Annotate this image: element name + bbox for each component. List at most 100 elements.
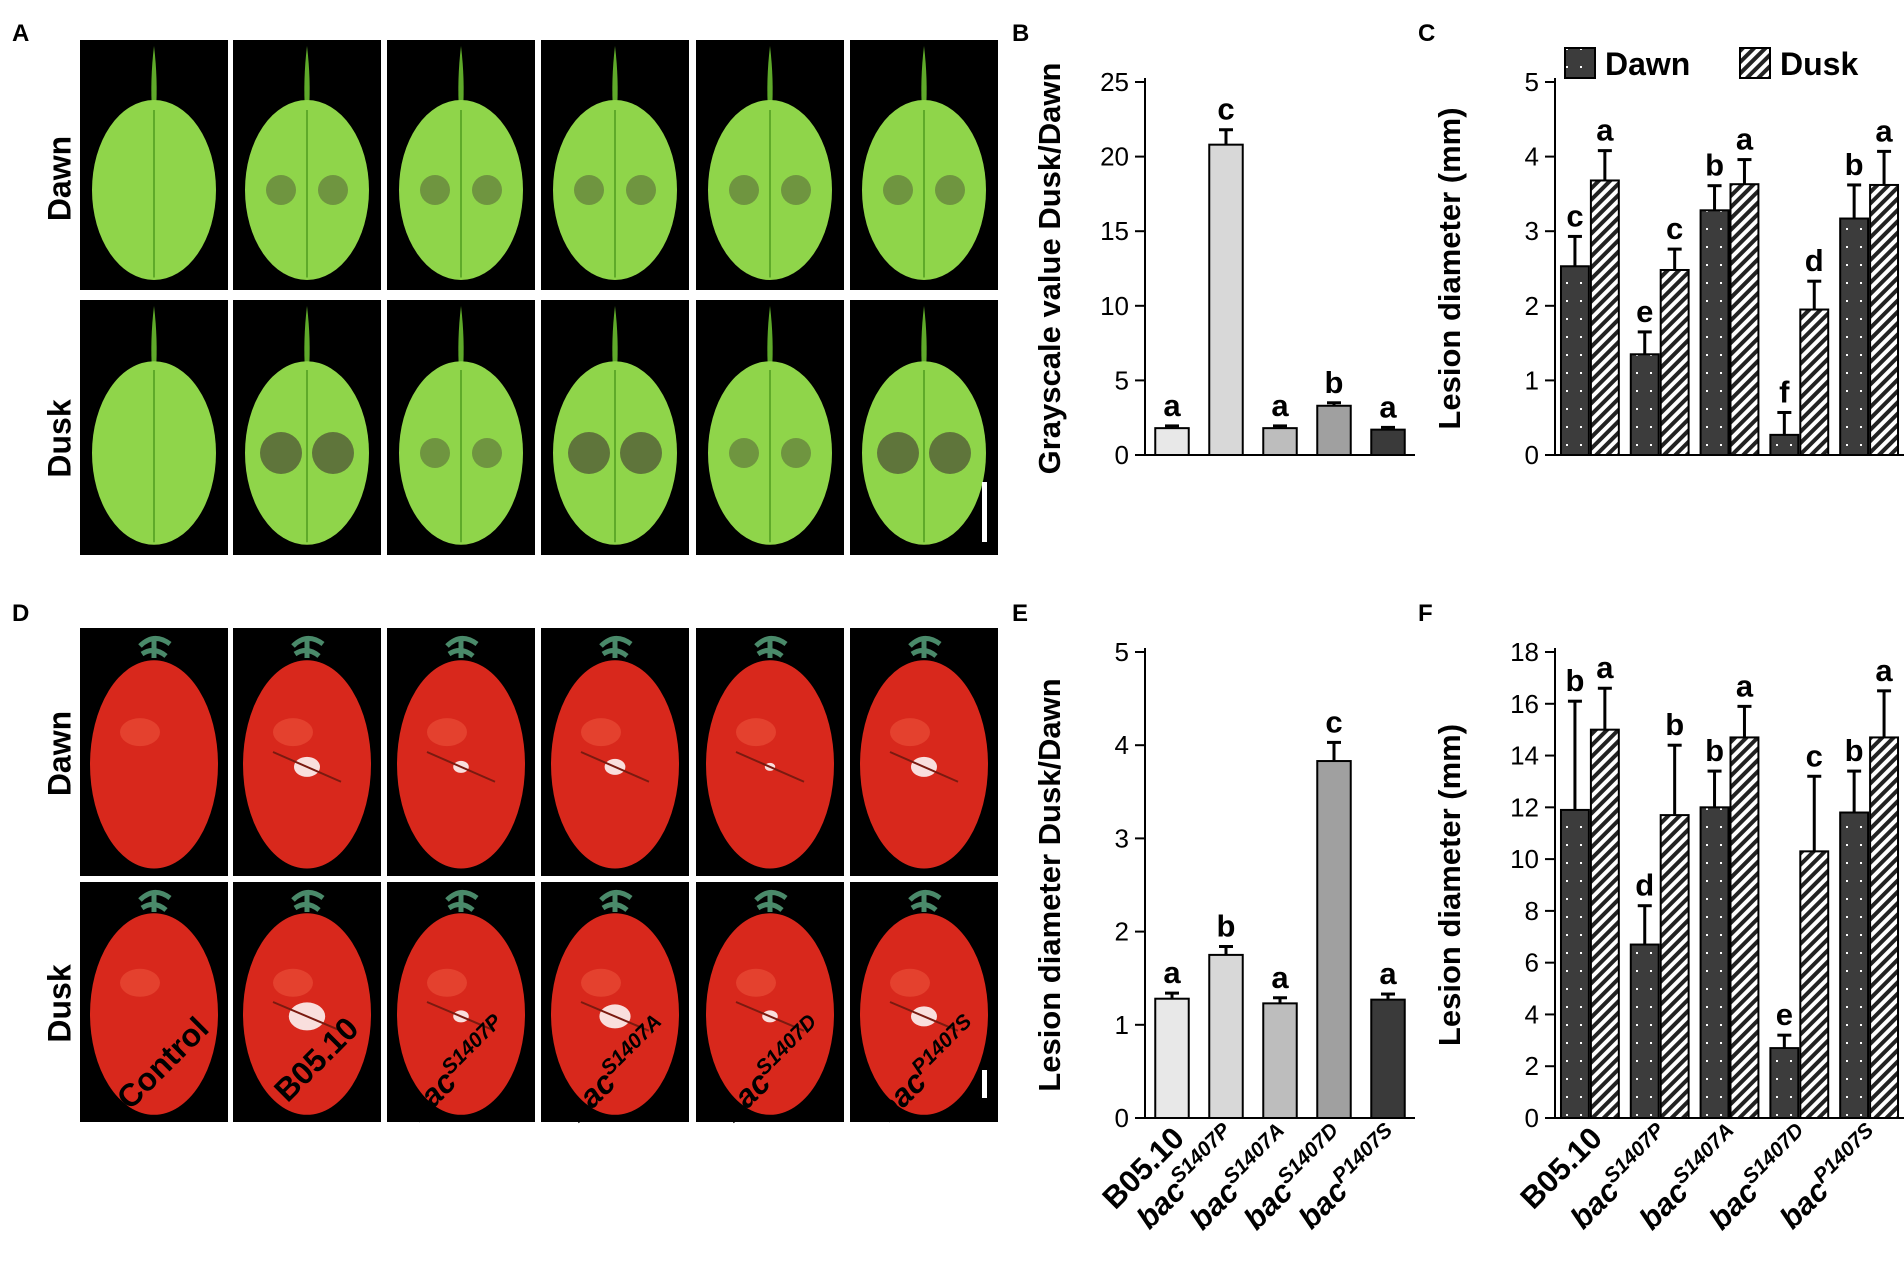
bar-1-letter: b xyxy=(1217,909,1236,944)
bar-0-bar xyxy=(1154,427,1190,457)
scale-bar xyxy=(982,482,987,542)
series-1-4-letter: a xyxy=(1875,653,1893,688)
x-tick-label: bacP1407S xyxy=(1290,1119,1407,1236)
y-tick-label: 0 xyxy=(1115,1103,1129,1133)
row-label-dawn-fruit: Dawn xyxy=(41,710,78,797)
fruit-photo-dusk-5 xyxy=(850,882,998,1122)
bar-0-letter: a xyxy=(1163,388,1181,423)
y-tick-label: 16 xyxy=(1510,689,1539,719)
leaf-photo-dawn-0 xyxy=(80,40,228,290)
series-1-1-letter: b xyxy=(1665,707,1684,742)
bar-0-bar xyxy=(1154,997,1190,1120)
series-0-4-bar xyxy=(1839,217,1870,456)
bar-2-bar xyxy=(1262,1002,1298,1120)
series-1-2-bar xyxy=(1729,736,1760,1120)
series-1-2-letter: a xyxy=(1736,122,1754,157)
y-tick-label: 25 xyxy=(1100,67,1129,97)
y-tick-label: 2 xyxy=(1525,291,1539,321)
y-axis-label: Lesion diameter (mm) xyxy=(1432,724,1467,1046)
bar-0-letter: a xyxy=(1163,955,1181,990)
fruit-photo-dawn-5 xyxy=(850,628,998,876)
fruit-photo-dusk-1 xyxy=(233,882,381,1122)
series-0-3-bar xyxy=(1769,1047,1800,1120)
legend-label-dawn: Dawn xyxy=(1605,46,1690,82)
fruit-photo-dusk-0 xyxy=(80,882,228,1122)
y-tick-label: 0 xyxy=(1115,440,1129,470)
series-0-0-letter: c xyxy=(1566,198,1583,233)
panel-label-c: C xyxy=(1418,20,1436,47)
bar-1-letter: c xyxy=(1217,92,1234,127)
series-0-4-bar xyxy=(1839,811,1870,1119)
series-0-2-letter: b xyxy=(1705,148,1724,183)
y-tick-label: 4 xyxy=(1525,999,1539,1029)
y-tick-label: 5 xyxy=(1525,67,1539,97)
series-1-0-letter: a xyxy=(1596,650,1614,685)
bar-4-bar xyxy=(1370,998,1406,1119)
series-1-4-bar xyxy=(1869,183,1900,456)
bar-3-bar xyxy=(1316,760,1352,1119)
y-tick-label: 20 xyxy=(1100,142,1129,172)
row-label-dusk-leaf: Dusk xyxy=(41,399,78,478)
series-1-1-bar xyxy=(1659,268,1690,456)
leaf-photo-dawn-1 xyxy=(233,40,381,290)
y-tick-label: 1 xyxy=(1115,1010,1129,1040)
y-tick-label: 8 xyxy=(1525,896,1539,926)
series-1-3-letter: c xyxy=(1806,738,1823,773)
fruit-photo-dawn-3 xyxy=(541,628,689,876)
legend-swatch-dawn xyxy=(1564,47,1596,79)
leaf-photo-dusk-0 xyxy=(80,300,228,555)
series-0-3-letter: e xyxy=(1776,997,1793,1032)
series-0-2-bar xyxy=(1699,209,1730,456)
series-1-4-bar xyxy=(1869,736,1900,1120)
panel-label-f: F xyxy=(1418,600,1433,627)
series-1-0-bar xyxy=(1589,179,1620,457)
y-tick-label: 1 xyxy=(1525,365,1539,395)
bar-4-letter: a xyxy=(1379,389,1397,424)
series-1-0-letter: a xyxy=(1596,113,1614,148)
legend: Dawn Dusk xyxy=(1564,46,1858,82)
y-tick-label: 4 xyxy=(1115,730,1129,760)
series-0-1-bar xyxy=(1629,353,1660,457)
y-tick-label: 2 xyxy=(1525,1051,1539,1081)
y-tick-label: 5 xyxy=(1115,637,1129,667)
series-1-4-letter: a xyxy=(1875,113,1893,148)
bar-3-letter: b xyxy=(1325,365,1344,400)
y-tick-label: 18 xyxy=(1510,637,1539,667)
leaf-photo-dusk-3 xyxy=(541,300,689,555)
series-1-1-letter: c xyxy=(1666,211,1683,246)
series-1-2-bar xyxy=(1729,183,1760,456)
leaf-photo-dawn-5 xyxy=(850,40,998,290)
series-0-1-letter: d xyxy=(1635,868,1654,903)
fruit-photo-dusk-4 xyxy=(696,882,844,1122)
y-tick-label: 10 xyxy=(1100,291,1129,321)
bar-2-bar xyxy=(1262,427,1298,457)
fruit-photo-dusk-2 xyxy=(387,882,535,1122)
leaf-photo-dusk-1 xyxy=(233,300,381,555)
leaf-photo-dusk-4 xyxy=(696,300,844,555)
leaf-photo-dawn-4 xyxy=(696,40,844,290)
bar-2-letter: a xyxy=(1271,388,1289,423)
series-1-0-bar xyxy=(1589,728,1620,1120)
leaf-photo-dusk-2 xyxy=(387,300,535,555)
series-1-1-bar xyxy=(1659,814,1690,1119)
series-0-2-letter: b xyxy=(1705,733,1724,768)
y-axis-label: Grayscale value Dusk/Dawn xyxy=(1032,63,1067,475)
series-0-0-bar xyxy=(1559,808,1590,1120)
fruit-photo-dawn-2 xyxy=(387,628,535,876)
bar-4-letter: a xyxy=(1379,956,1397,991)
leaf-photo-dawn-2 xyxy=(387,40,535,290)
legend-label-dusk: Dusk xyxy=(1780,46,1858,82)
panel-label-e: E xyxy=(1012,600,1029,627)
y-axis-label: Lesion diameter (mm) xyxy=(1432,107,1467,429)
fruit-photo-dawn-4 xyxy=(696,628,844,876)
y-axis-label: Lesion diameter Dusk/Dawn xyxy=(1032,678,1067,1091)
bar-3-bar xyxy=(1316,404,1352,457)
y-tick-label: 4 xyxy=(1525,142,1539,172)
series-0-4-letter: b xyxy=(1845,733,1864,768)
fruit-photo-dusk-3 xyxy=(541,882,689,1122)
panel-label-d: D xyxy=(12,600,30,627)
series-0-4-letter: b xyxy=(1845,147,1864,182)
